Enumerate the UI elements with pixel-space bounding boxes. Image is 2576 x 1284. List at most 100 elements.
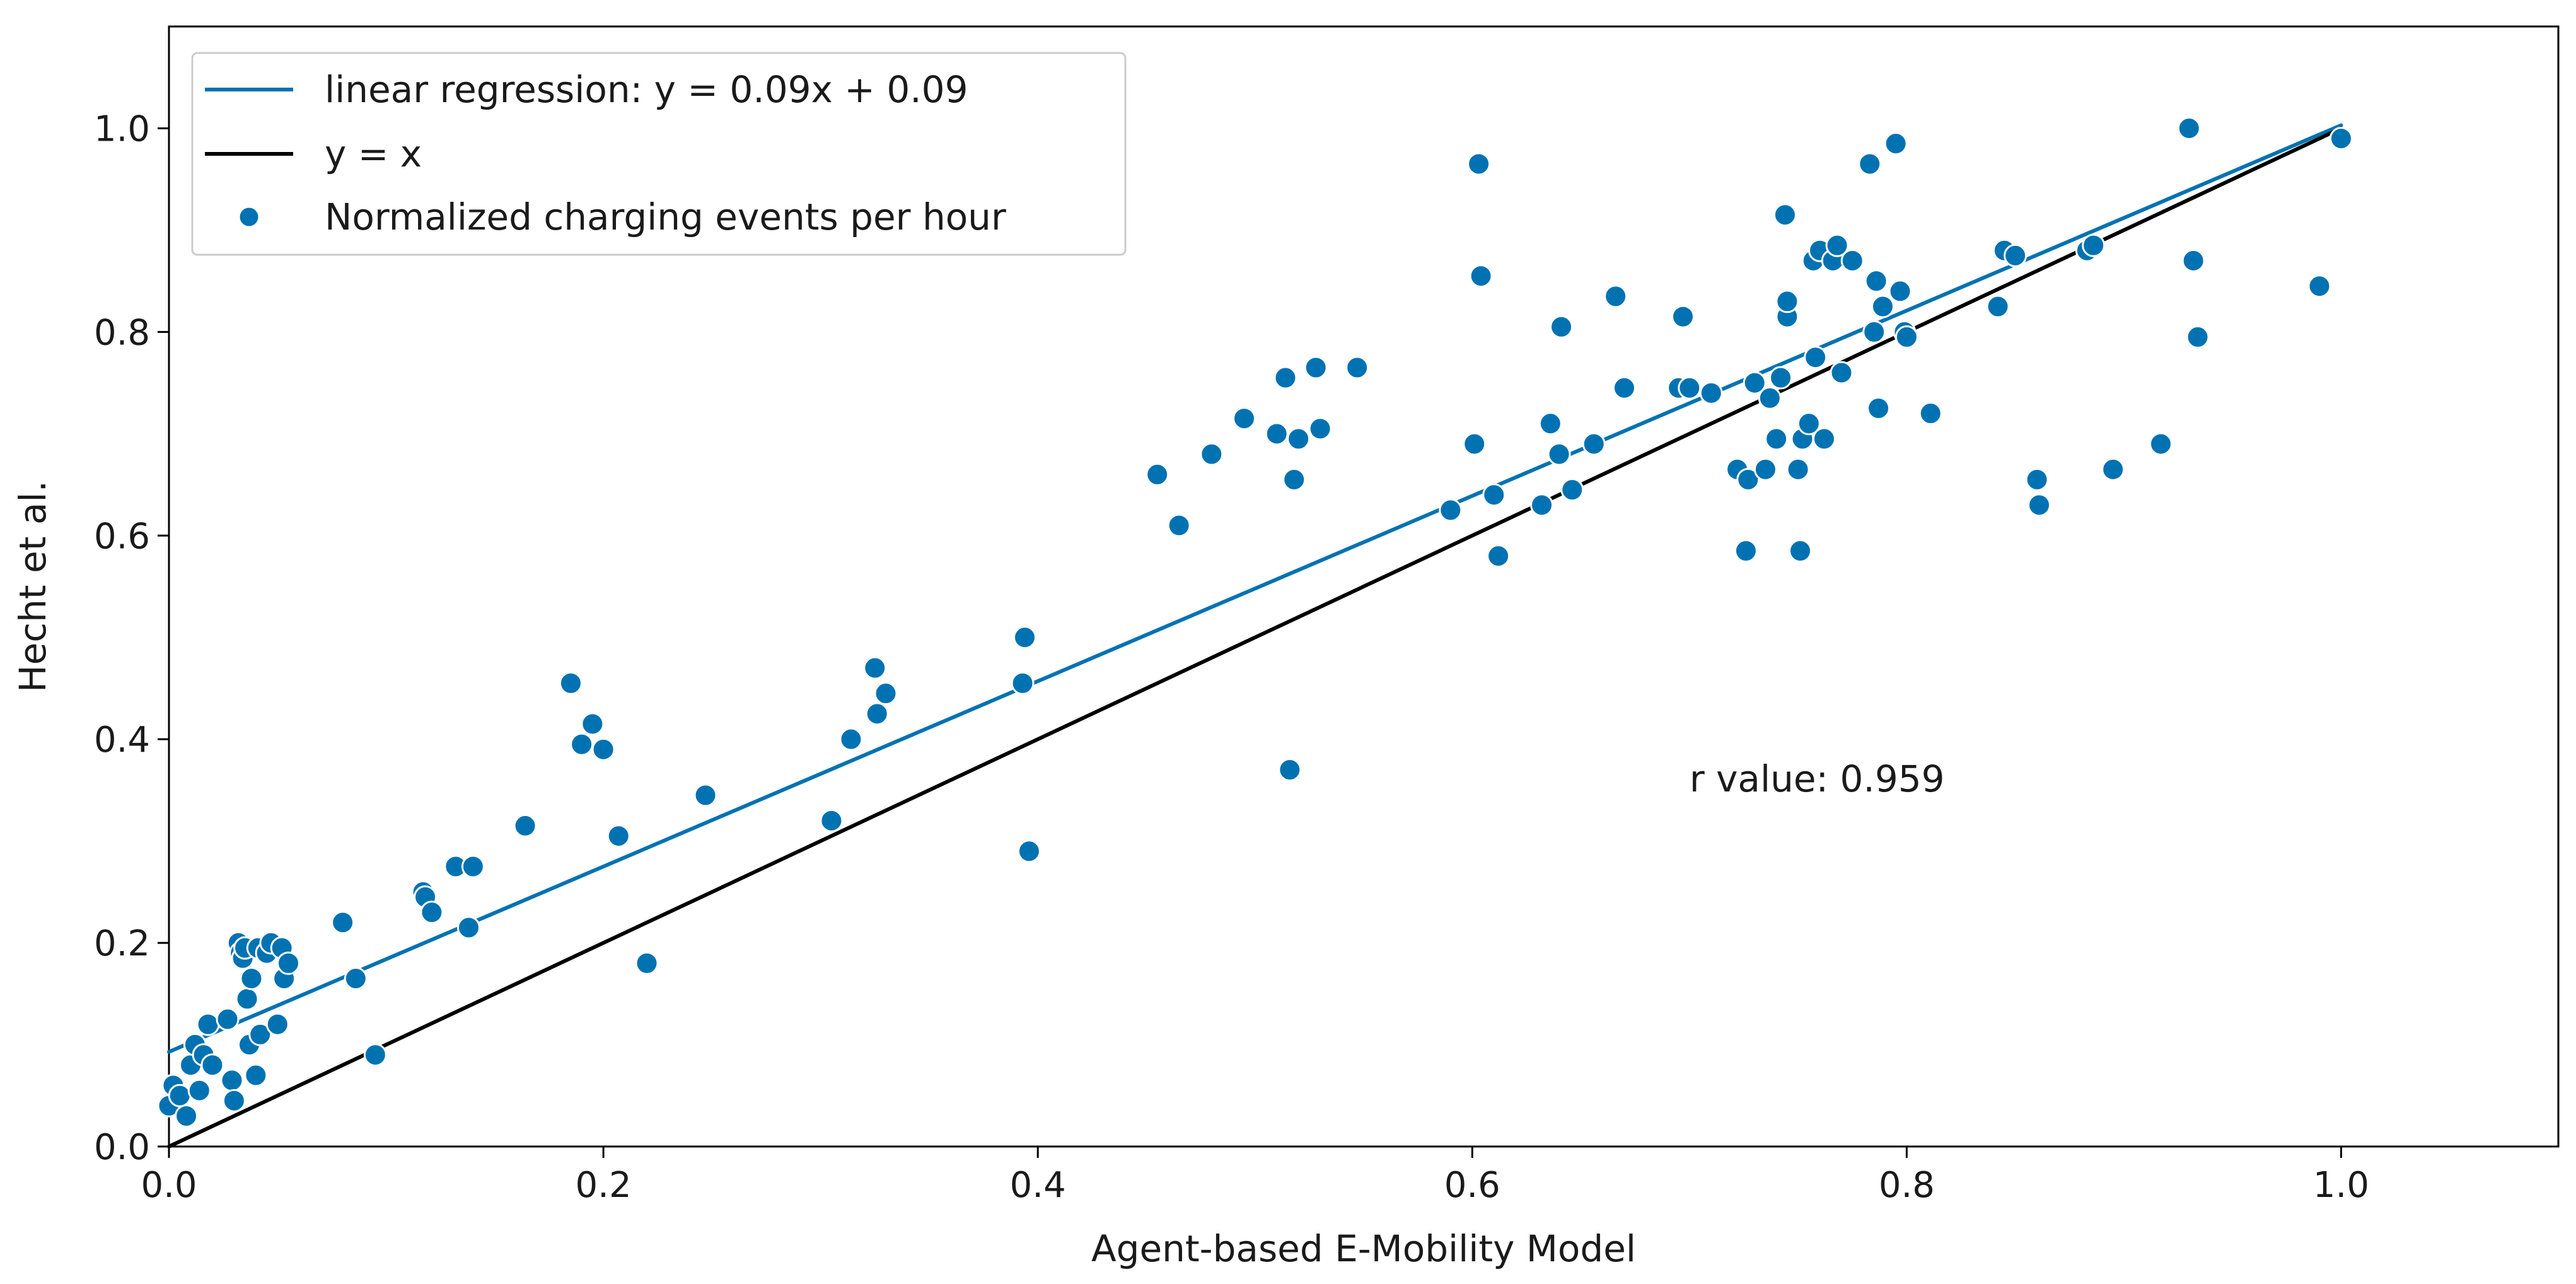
plot-frame — [168, 25, 2560, 1148]
y-tick-label: 1.0 — [94, 108, 150, 149]
data-point — [1830, 361, 1854, 385]
data-point — [363, 1043, 387, 1067]
data-point — [1439, 498, 1463, 522]
x-axis-title: Agent-based E-Mobility Model — [1091, 1227, 1636, 1270]
data-point — [222, 1088, 246, 1112]
data-point — [2307, 274, 2331, 298]
data-point — [216, 1007, 240, 1031]
data-point — [277, 951, 300, 975]
data-point — [1812, 427, 1836, 451]
points-layer — [157, 116, 2353, 1128]
data-point — [1547, 442, 1571, 466]
data-point — [244, 1063, 268, 1087]
data-point — [200, 1053, 224, 1077]
data-point — [1265, 422, 1289, 446]
data-point — [331, 911, 355, 935]
data-point — [1753, 457, 1777, 481]
data-point — [1825, 233, 1849, 257]
data-point — [1804, 346, 1828, 370]
data-point — [1200, 442, 1224, 466]
data-point — [265, 1012, 289, 1036]
data-point — [1871, 295, 1894, 318]
legend: linear regression: y = 0.09x + 0.09 y = … — [191, 52, 1127, 256]
y-tick-label: 0.0 — [94, 1127, 150, 1168]
legend-box — [191, 52, 1127, 256]
data-point — [2004, 243, 2028, 267]
data-point — [1146, 462, 1169, 486]
data-point — [248, 1022, 272, 1046]
data-point — [1918, 402, 1942, 426]
data-point — [1743, 371, 1767, 395]
data-point — [1287, 427, 1311, 451]
y-tick-label: 0.2 — [94, 923, 150, 964]
data-point — [1467, 152, 1491, 176]
legend-regression-label: linear regression: y = 0.09x + 0.09 — [325, 68, 968, 111]
data-point — [1867, 396, 1891, 420]
data-point — [1884, 132, 1908, 156]
data-point — [1273, 366, 1297, 390]
data-point — [2329, 127, 2353, 151]
data-point — [581, 712, 605, 736]
data-point — [1278, 758, 1302, 782]
data-point — [1469, 264, 1493, 288]
data-point — [591, 737, 615, 761]
data-point — [1775, 289, 1799, 313]
data-point — [2025, 467, 2049, 491]
data-point — [1671, 305, 1695, 329]
data-point — [1482, 483, 1506, 507]
data-point — [2101, 457, 2125, 481]
data-point — [1699, 381, 1723, 405]
data-point — [2028, 493, 2051, 517]
x-tick-label: 0.8 — [1879, 1165, 1935, 1206]
data-point — [1282, 467, 1306, 491]
data-point — [1734, 539, 1758, 563]
data-point — [1864, 269, 1888, 293]
data-point — [168, 1083, 192, 1107]
data-point — [344, 967, 368, 991]
data-point — [420, 901, 444, 925]
data-point — [1530, 493, 1554, 517]
y-axis-title: Hecht et al. — [11, 481, 54, 692]
data-point — [240, 967, 264, 991]
data-point — [635, 951, 659, 975]
data-point — [1013, 626, 1037, 650]
data-point — [820, 808, 844, 832]
data-point — [1678, 376, 1702, 400]
data-point — [1773, 203, 1797, 227]
data-point — [1604, 284, 1628, 308]
y-tick-label: 0.4 — [94, 720, 150, 761]
data-point — [1736, 467, 1760, 491]
data-point — [1789, 539, 1813, 563]
data-point — [1011, 671, 1035, 695]
regression-line — [167, 123, 2343, 1054]
legend-points-label: Normalized charging events per hour — [325, 196, 1006, 238]
data-point — [2149, 432, 2173, 456]
data-point — [1797, 412, 1821, 436]
data-point — [1463, 432, 1487, 456]
y-tick-label: 0.6 — [94, 516, 150, 557]
data-point — [2082, 233, 2106, 257]
data-point — [863, 656, 887, 680]
data-point — [1769, 366, 1793, 390]
data-point — [175, 1104, 199, 1128]
data-point — [1167, 513, 1191, 537]
data-point — [220, 1068, 244, 1092]
data-point — [235, 987, 259, 1011]
x-tick-label: 0.2 — [576, 1165, 632, 1206]
y-tick-label: 0.8 — [94, 312, 150, 353]
data-point — [1986, 295, 2010, 318]
data-point — [2186, 325, 2210, 349]
data-point — [839, 727, 863, 751]
data-point — [1487, 544, 1511, 568]
r-value-annotation: r value: 0.959 — [1690, 757, 1945, 800]
series-layer — [167, 123, 2343, 1148]
data-point — [1862, 320, 1886, 344]
data-point — [1233, 407, 1256, 431]
legend-identity-label: y = x — [325, 132, 422, 175]
legend-points-swatch — [238, 206, 260, 228]
data-point — [570, 732, 594, 756]
data-point — [1840, 248, 1864, 272]
data-point — [693, 783, 717, 807]
data-point — [559, 671, 583, 695]
